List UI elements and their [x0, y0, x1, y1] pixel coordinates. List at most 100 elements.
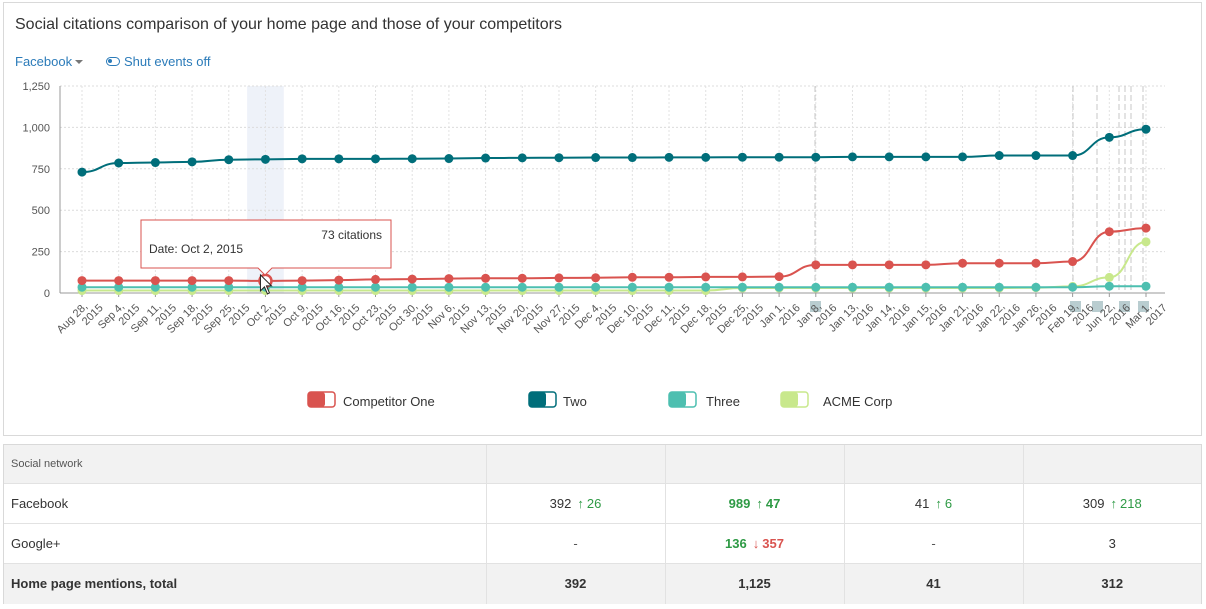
cursor-icon	[259, 273, 273, 295]
data-point	[591, 153, 601, 163]
data-point	[481, 273, 491, 283]
data-point	[701, 282, 711, 292]
data-point	[774, 152, 784, 162]
data-point	[1141, 237, 1151, 247]
data-point	[664, 272, 674, 282]
tooltip-date: Date: Oct 2, 2015	[149, 242, 243, 256]
events-toggle-label: Shut events off	[124, 54, 211, 69]
x-tick-label: Aug 28,2015	[55, 294, 106, 345]
arrow-up-icon: ↑	[577, 495, 584, 511]
legend-item-acme[interactable]: ACME Corp	[780, 391, 892, 409]
data-point	[1141, 124, 1151, 134]
x-tick-label: Dec 11,2015	[642, 294, 692, 344]
cell-delta: 47	[765, 495, 781, 511]
total-row: Home page mentions, total 392 1,125 41 312	[4, 563, 1201, 604]
data-point	[1141, 281, 1151, 291]
data-point	[737, 282, 747, 292]
series-line-three	[82, 285, 1146, 289]
data-point	[187, 157, 197, 167]
table-cell: -	[486, 523, 666, 564]
data-point	[334, 282, 344, 292]
x-tick-label: Sep 11,2015	[129, 294, 179, 344]
network-dropdown-label: Facebook	[15, 54, 73, 69]
data-point	[407, 282, 417, 292]
x-tick-label: Jan 13,2016	[827, 294, 877, 344]
data-point	[554, 273, 564, 283]
citations-table: Social network Facebook 392 ↑ 26 989 ↑ 47 41 ↑ 6…	[3, 444, 1202, 604]
x-tick-label: Jan 15,2016	[900, 294, 950, 344]
chart-panel: Social citations comparison of your home…	[3, 2, 1202, 436]
x-tick-label: Jan 21,2016	[937, 294, 987, 344]
data-point	[407, 274, 417, 284]
data-point	[554, 282, 564, 292]
x-tick-label: Nov 20,2015	[495, 294, 546, 345]
data-point	[77, 282, 87, 292]
data-point	[627, 272, 637, 282]
data-point	[921, 260, 931, 270]
table-header-row: Social network	[4, 445, 1201, 484]
y-tick-label: 1,000	[22, 122, 50, 134]
x-tick-label: Dec 10,2015	[605, 294, 656, 345]
data-point	[334, 154, 344, 164]
data-point	[481, 153, 491, 163]
data-point	[1104, 281, 1114, 291]
event-marker	[1070, 301, 1081, 312]
legend-swatch-fill	[529, 392, 546, 407]
data-point	[664, 152, 674, 162]
tooltip-box	[140, 219, 392, 276]
table-cell: 136 ↓ 357	[665, 523, 845, 564]
data-point	[260, 154, 270, 164]
data-point	[737, 272, 747, 282]
data-point	[921, 282, 931, 292]
chart-title: Social citations comparison of your home…	[15, 16, 562, 33]
legend-item-competitor-one[interactable]: Competitor One	[307, 391, 435, 409]
data-point	[407, 154, 417, 164]
legend-swatch-fill	[308, 392, 325, 407]
tooltip: 73 citations Date: Oct 2, 2015	[140, 219, 392, 276]
data-point	[701, 272, 711, 282]
table-cell: 392 ↑ 26	[486, 483, 666, 524]
table-cell: 41 ↑ 6	[844, 483, 1024, 524]
x-tick-label: Oct 2,2015	[244, 294, 289, 339]
x-tick-label: Feb 19,2016	[1046, 294, 1096, 344]
data-point	[224, 276, 234, 286]
series-line-two	[81, 128, 1147, 174]
events-toggle[interactable]: Shut events off	[106, 54, 211, 69]
total-cell: 392	[486, 563, 666, 604]
x-tick-label: Jan 14,2016	[863, 294, 913, 344]
cell-value: -	[573, 535, 578, 551]
tooltip-value: 73 citations	[321, 228, 382, 242]
row-label: Google+	[4, 523, 487, 564]
data-point	[1031, 151, 1041, 161]
data-point	[224, 155, 234, 165]
table-row: Facebook 392 ↑ 26 989 ↑ 47 41 ↑ 6 309 ↑ 218	[4, 483, 1201, 524]
data-point	[1068, 257, 1078, 267]
table-header-cell	[1023, 445, 1201, 484]
x-tick-label: Nov 27,2015	[532, 294, 583, 345]
data-point	[114, 282, 124, 292]
data-point	[811, 260, 821, 270]
data-point	[994, 282, 1004, 292]
table-cell: 309 ↑ 218	[1023, 483, 1201, 524]
table-cell: 3	[1023, 523, 1201, 564]
data-point	[1031, 258, 1041, 268]
data-point	[994, 258, 1004, 268]
cell-value: 41	[914, 495, 930, 511]
legend-item-two[interactable]: Two	[528, 391, 587, 409]
total-cell: 1,125	[665, 563, 845, 604]
data-point	[627, 153, 637, 163]
x-tick-label: Sep 18,2015	[165, 294, 216, 345]
data-point	[1104, 272, 1114, 282]
data-point	[150, 276, 160, 286]
x-tick-label: Sep 25,2015	[202, 294, 253, 345]
cell-value: 3	[1108, 535, 1116, 551]
data-point	[811, 282, 821, 292]
data-point	[77, 276, 87, 286]
network-dropdown[interactable]: Facebook	[15, 54, 84, 69]
data-point	[591, 273, 601, 283]
data-point	[517, 282, 527, 292]
legend-item-three[interactable]: Three	[668, 391, 740, 409]
cell-delta: 357	[762, 535, 784, 551]
legend-label: Two	[563, 394, 587, 409]
data-point	[334, 275, 344, 285]
